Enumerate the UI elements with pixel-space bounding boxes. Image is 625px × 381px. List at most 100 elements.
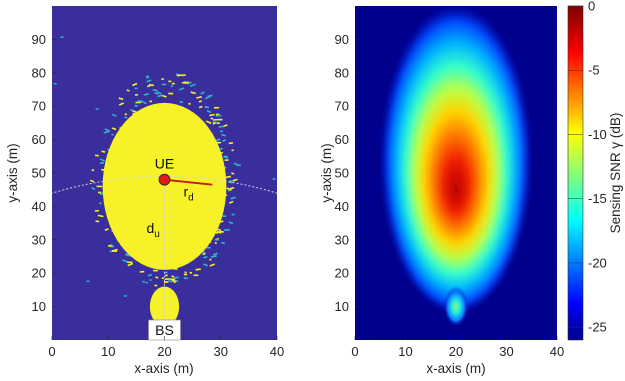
- speckle: [101, 150, 106, 153]
- speckle: [229, 186, 235, 190]
- left-x-axis-label: x-axis (m): [134, 361, 193, 376]
- speckle: [118, 97, 124, 101]
- y-tick-label: 20: [32, 266, 46, 281]
- speckle: [217, 141, 222, 144]
- speckle: [184, 81, 190, 85]
- speckle: [181, 81, 187, 84]
- speckle: [142, 101, 147, 105]
- speckle: [108, 244, 112, 247]
- speckle: [212, 122, 216, 125]
- coverage-region-small: [149, 286, 180, 327]
- y-tick-label: 90: [32, 32, 46, 47]
- speckle: [217, 118, 223, 121]
- range-arc: [52, 175, 277, 194]
- speckle: [231, 213, 235, 216]
- speckle: [161, 277, 165, 280]
- y-tick-label: 60: [32, 132, 46, 147]
- speckle: [219, 230, 224, 233]
- speckle: [209, 263, 216, 267]
- rd-line: [164, 178, 213, 186]
- right-axis-ticks: 0 10 20 30 40 10 20 30 40 50 60 70 80 90: [335, 32, 565, 359]
- speckle: [209, 113, 215, 117]
- speckle: [231, 149, 234, 152]
- right-x-axis-label: x-axis (m): [426, 361, 485, 376]
- speckle: [210, 117, 214, 120]
- rd-label-main: r: [184, 184, 189, 200]
- speckle: [213, 118, 218, 121]
- y-tick-label: 10: [335, 299, 349, 314]
- speckle: [226, 187, 232, 191]
- speckle: [228, 221, 234, 225]
- speckle: [147, 274, 153, 277]
- colorbar-tick-label: 0: [588, 0, 595, 14]
- speckle: [198, 100, 202, 103]
- speckle: [189, 271, 193, 274]
- speckle: [122, 259, 128, 263]
- speckle: [99, 202, 102, 205]
- speckle: [221, 241, 226, 245]
- speckle: [233, 162, 237, 165]
- speckle: [153, 269, 158, 272]
- speckle: [164, 278, 171, 280]
- x-tick-label: 30: [499, 344, 513, 359]
- speckle: [170, 278, 176, 281]
- speckle: [168, 80, 172, 83]
- du-label: du: [147, 220, 160, 240]
- speckle: [134, 104, 139, 107]
- speckle: [91, 187, 96, 191]
- y-tick-label: 90: [335, 32, 349, 47]
- left-axis-ticks: 0 10 20 30 40 10 20 30 40 50 60 70 80 90: [32, 32, 285, 359]
- x-tick-label: 10: [398, 344, 412, 359]
- ue-label: UE: [155, 156, 174, 172]
- speckle: [184, 271, 187, 274]
- y-tick-label: 40: [335, 199, 349, 214]
- speckle: [147, 84, 151, 88]
- speckle: [127, 262, 134, 267]
- speckle: [225, 175, 232, 179]
- speckle: [111, 127, 117, 131]
- speckle: [235, 164, 241, 167]
- speckle: [134, 93, 139, 96]
- speckle: [104, 228, 109, 231]
- speckle: [168, 279, 173, 283]
- speckle: [156, 91, 162, 95]
- snr-heat-small: [443, 286, 469, 327]
- speckle: [210, 255, 217, 258]
- speckle: [123, 295, 127, 297]
- speckle: [143, 93, 149, 96]
- speckle: [95, 220, 100, 223]
- y-tick-label: 30: [335, 232, 349, 247]
- speckle: [219, 220, 224, 224]
- speckle: [154, 284, 158, 287]
- colorbar: [567, 5, 584, 341]
- speckle: [214, 252, 218, 256]
- speckle: [152, 89, 158, 92]
- speckle: [135, 101, 142, 104]
- speckle: [161, 78, 164, 80]
- x-tick-label: 0: [48, 344, 55, 359]
- speckle: [198, 105, 203, 109]
- speckle: [86, 280, 90, 282]
- speckle: [218, 125, 224, 128]
- x-tick-label: 20: [449, 344, 463, 359]
- x-tick-label: 30: [214, 344, 228, 359]
- right-y-axis-label: y-axis (m): [319, 143, 334, 202]
- x-tick-label: 10: [101, 344, 115, 359]
- y-tick-label: 50: [335, 166, 349, 181]
- speckle: [104, 128, 110, 132]
- y-tick-label: 80: [335, 65, 349, 80]
- speckle: [186, 81, 192, 85]
- speckle: [209, 258, 212, 261]
- y-tick-label: 50: [32, 166, 46, 181]
- x-tick-label: 40: [270, 344, 284, 359]
- speckle: [221, 133, 226, 137]
- y-tick-label: 40: [32, 199, 46, 214]
- speckle: [96, 185, 103, 188]
- rd-label: rd: [184, 184, 194, 204]
- right-panel: 0 10 20 30 40 10 20 30 40 50 60 70 80 90 x-axis (m) y…: [319, 0, 623, 376]
- left-panel: BS UE rd du 0 10 20 30 40102030405060708090 …: [5, 6, 284, 376]
- speckle: [90, 179, 95, 183]
- speckle: [223, 124, 228, 127]
- speckle: [155, 276, 159, 279]
- speckle: [91, 169, 95, 172]
